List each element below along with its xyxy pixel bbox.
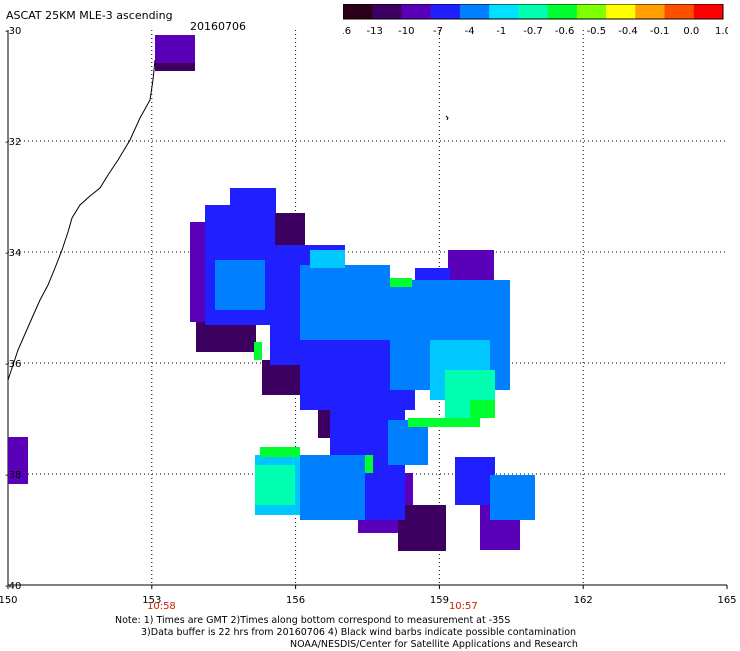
note-line-3: NOAA/NESDIS/Center for Satellite Applica…	[290, 639, 578, 650]
colorbar-swatch	[489, 4, 519, 19]
colorbar-swatches	[343, 4, 724, 20]
lat-tick-labels: -30 -32 -34 -36 -38 -40	[5, 26, 21, 592]
lon-tick-label: 162	[574, 595, 593, 606]
map-grid	[7, 30, 728, 589]
colorbar-swatch	[664, 4, 695, 19]
lon-tick-labels: 150 153 156 159 162 165	[0, 595, 737, 606]
colorbar-label: -16	[343, 26, 351, 37]
colorbar-label: -0.5	[587, 26, 607, 37]
colorbar-swatch	[459, 4, 490, 19]
time-label: 10:57	[449, 601, 478, 612]
lon-tick-label: 153	[142, 595, 161, 606]
colorbar-label: 1.0	[715, 26, 728, 37]
lat-tick-label: -38	[5, 470, 21, 481]
colorbar-swatch	[693, 4, 724, 19]
colorbar-swatch	[576, 4, 607, 19]
wind-cells-green	[254, 278, 495, 505]
coastline	[7, 59, 156, 381]
lat-tick-label: -40	[5, 581, 21, 592]
colorbar-swatch	[343, 4, 373, 19]
colorbar: -16 -13 -10 -7 -4 -1 -0.7 -0.6 -0.5 -0.4 -0.1 0.0 1.…	[343, 4, 728, 37]
colorbar-swatch	[372, 4, 402, 19]
colorbar-labels: -16 -13 -10 -7 -4 -1 -0.7 -0.6 -0.5 -0.4 -0.1 0.0 1.…	[343, 26, 728, 37]
colorbar-label: -0.7	[523, 26, 543, 37]
colorbar-label: -0.4	[618, 26, 638, 37]
colorbar-swatch	[518, 4, 549, 19]
time-labels: 10:58 10:57	[147, 601, 478, 612]
time-label: 10:58	[147, 601, 176, 612]
colorbar-swatch	[606, 4, 636, 19]
colorbar-label: 0.0	[683, 26, 699, 37]
lon-tick-label: 165	[717, 595, 736, 606]
colorbar-swatch	[635, 4, 666, 19]
colorbar-swatch	[401, 4, 432, 19]
lat-tick-label: -30	[5, 26, 21, 37]
page-date: 20160706	[190, 20, 246, 33]
page-title: ASCAT 25KM MLE-3 ascending	[6, 9, 173, 22]
note-line-1: Note: 1) Times are GMT 2)Times along bot…	[115, 615, 511, 626]
coastline-islands	[445, 115, 449, 121]
colorbar-swatch	[430, 4, 461, 19]
lat-tick-label: -36	[5, 359, 21, 370]
colorbar-label: -13	[366, 26, 382, 37]
lon-tick-label: 150	[0, 595, 18, 606]
colorbar-label: -10	[398, 26, 414, 37]
colorbar-label: -7	[433, 26, 443, 37]
colorbar-label: -1	[496, 26, 506, 37]
note-line-2: 3)Data buffer is 22 hrs from 20160706 4)…	[141, 627, 577, 638]
colorbar-swatch	[547, 4, 578, 19]
colorbar-label: -0.1	[650, 26, 670, 37]
lat-tick-label: -34	[5, 248, 21, 259]
lon-tick-label: 159	[430, 595, 449, 606]
colorbar-label: -0.6	[555, 26, 575, 37]
map-frame	[7, 30, 727, 586]
colorbar-label: -4	[465, 26, 475, 37]
lat-tick-label: -32	[5, 137, 21, 148]
lon-tick-label: 156	[286, 595, 305, 606]
